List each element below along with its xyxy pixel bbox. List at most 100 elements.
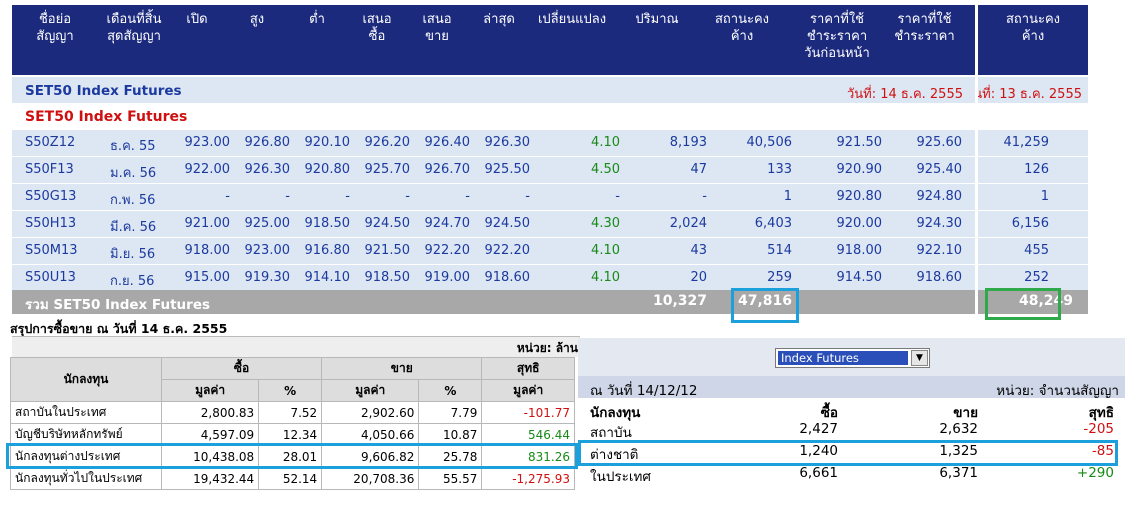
cell-oi: 1: [783, 189, 792, 204]
futures-row-prev: 6,156: [978, 211, 1088, 238]
cell-open: 918.00: [184, 243, 231, 258]
summary-col-buy: ซื้อ: [160, 357, 323, 380]
cell-change: 4.50: [591, 162, 620, 177]
cell-low: 918.50: [304, 216, 351, 231]
cell-settle: 922.10: [916, 243, 963, 258]
summary-cell-name: นักลงทุนต่างประเทศ: [10, 445, 162, 468]
cell-offer: 924.70: [424, 216, 471, 231]
summary-col-net: สุทธิ: [481, 357, 575, 380]
cell-volume: 43: [690, 243, 707, 258]
cell-symbol[interactable]: S50Z12: [25, 135, 76, 150]
futures-row-prev: 1: [978, 184, 1088, 211]
product-select-value[interactable]: Index Futures: [778, 351, 908, 365]
summary-cell-sell-pct: 55.57: [418, 467, 483, 490]
cell-oi: 514: [767, 243, 792, 258]
cell-low: -: [345, 189, 350, 204]
cell-last: 924.50: [484, 216, 531, 231]
summary-cell-buy-pct: 28.01: [258, 445, 323, 468]
group-title: SET50 Index Futures: [25, 109, 188, 125]
cell-volume: 20: [690, 270, 707, 285]
panel-col-sell: ขาย: [953, 405, 978, 421]
cell-high: 919.30: [244, 270, 291, 285]
cell-bid: 926.20: [364, 135, 411, 150]
cell-change: 4.10: [591, 270, 620, 285]
summary-unit-band: หน่วย: ล้าน: [12, 336, 580, 357]
cell-bid: 921.50: [364, 243, 411, 258]
product-select[interactable]: Index Futures ▼: [775, 348, 930, 368]
summary-col-sell-pct: %: [418, 379, 483, 402]
panel-date-bar: ณ วันที่ 14/12/12 หน่วย: จำนวนสัญญา: [578, 376, 1125, 399]
cell-symbol[interactable]: S50U13: [25, 270, 76, 285]
panel-col-net: สุทธิ: [1088, 405, 1114, 421]
cell-oi-prev: 455: [1024, 243, 1049, 258]
summary-cell-buy: 4,597.09: [160, 423, 260, 446]
panel-cell-buy: 2,427: [799, 421, 838, 437]
cell-offer: 926.70: [424, 162, 471, 177]
cell-offer: 919.00: [424, 270, 471, 285]
cell-oi-prev: 1: [1040, 189, 1049, 204]
summary-title: สรุปการซื้อขาย ณ วันที่ 14 ธ.ค. 2555: [10, 321, 228, 336]
cell-high: -: [285, 189, 290, 204]
summary-col-buy-pct: %: [258, 379, 323, 402]
cell-oi-prev: 126: [1024, 162, 1049, 177]
futures-row: S50M13 มิ.ย. 56 918.00 923.00 916.80 921.50 92…: [12, 238, 975, 265]
futures-row: S50Z12 ธ.ค. 55 923.00 926.80 920.10 926.20 926…: [12, 130, 975, 157]
cell-high: 926.80: [244, 135, 291, 150]
cell-open: 915.00: [184, 270, 231, 285]
summary-cell-sell-pct: 7.79: [418, 401, 483, 424]
section-title-band: SET50 Index Futures วันที่: 14 ธ.ค. 2555: [12, 77, 975, 103]
cell-prev-settle: 921.50: [836, 135, 883, 150]
summary-cell-net: 546.44: [481, 423, 575, 446]
cell-oi-prev: 41,259: [1003, 135, 1050, 150]
panel-cell-sell: 6,371: [939, 465, 978, 481]
cell-volume: -: [702, 189, 707, 204]
summary-cell-buy: 10,438.08: [160, 445, 260, 468]
cell-high: 923.00: [244, 243, 291, 258]
panel-unit: หน่วย: จำนวนสัญญา: [996, 383, 1119, 399]
col-bid: เสนอ ซื้อ: [362, 12, 392, 44]
cell-symbol[interactable]: S50G13: [25, 189, 77, 204]
futures-row: S50G13 ก.พ. 56 - - - - - - - - 1 920.80 924.80: [12, 184, 975, 211]
col-change: เปลี่ยนแปลง: [537, 12, 607, 27]
cell-bid: 924.50: [364, 216, 411, 231]
cell-month: มิ.ย. 56: [110, 247, 156, 262]
cell-prev-settle: 918.00: [836, 243, 883, 258]
cell-prev-settle: 920.00: [836, 216, 883, 231]
summary-col-net-value: มูลค่า: [481, 379, 575, 402]
panel-cell-investor: ในประเทศ: [590, 469, 651, 485]
cell-settle: 924.80: [916, 189, 963, 204]
summary-col-investor: นักลงทุน: [10, 357, 162, 402]
date-previous: วันที่: 13 ธ.ค. 2555: [978, 87, 1082, 102]
cell-last: -: [525, 189, 530, 204]
col-open-interest-prev: สถานะคง ค้าง: [1005, 12, 1061, 44]
summary-cell-buy-pct: 7.52: [258, 401, 323, 424]
cell-month: ก.ย. 56: [110, 274, 155, 289]
cell-change: 4.30: [591, 216, 620, 231]
col-low: ต่ำ: [309, 12, 325, 27]
cell-last: 922.20: [484, 243, 531, 258]
highlight-box-oi: [731, 288, 799, 323]
cell-symbol[interactable]: S50H13: [25, 216, 77, 231]
summary-col-buy-value: มูลค่า: [160, 379, 260, 402]
group-title-band: SET50 Index Futures: [12, 103, 975, 130]
futures-table-header: ชื่อย่อ สัญญา เดือนที่สิ้น สุดสัญญา เปิด…: [12, 5, 975, 75]
cell-symbol[interactable]: S50F13: [25, 162, 74, 177]
cell-prev-settle: 914.50: [836, 270, 883, 285]
cell-low: 916.80: [304, 243, 351, 258]
cell-change: 4.10: [591, 243, 620, 258]
summary-cell-sell: 4,050.66: [321, 423, 420, 446]
prev-oi-header: สถานะคง ค้าง: [978, 5, 1088, 75]
panel-cell-buy: 6,661: [799, 465, 838, 481]
cell-change: 4.10: [591, 135, 620, 150]
summary-table: นักลงทุน ซื้อ ขาย สุทธิ มูลค่า % มูลค่า …: [10, 357, 575, 490]
futures-row: S50U13 ก.ย. 56 915.00 919.30 914.10 918.50 919…: [12, 265, 975, 292]
col-high: สูง: [249, 12, 265, 27]
cell-last: 918.60: [484, 270, 531, 285]
chevron-down-icon[interactable]: ▼: [911, 350, 928, 366]
cell-symbol[interactable]: S50M13: [25, 243, 78, 258]
summary-cell-sell: 20,708.36: [321, 467, 420, 490]
total-open-interest: 47,816: [737, 293, 792, 309]
summary-row: สถาบันในประเทศ 2,800.83 7.52 2,902.60 7.79 -1…: [10, 401, 575, 424]
panel-cell-net: -205: [1083, 421, 1114, 437]
panel-cell-sell: 1,325: [939, 443, 978, 459]
